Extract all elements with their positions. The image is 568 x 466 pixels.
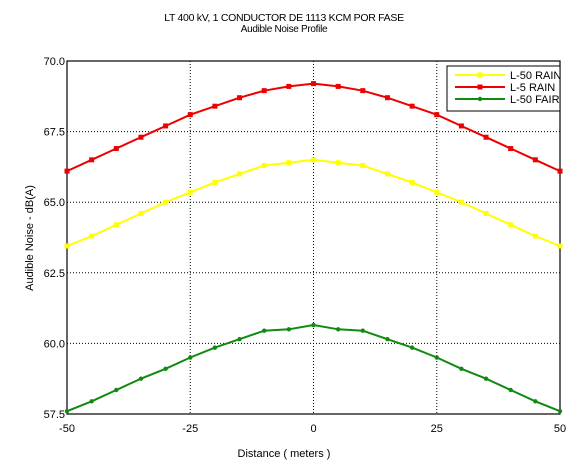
data-point — [89, 233, 95, 239]
y-tick-label: 60.0 — [44, 338, 65, 350]
data-point — [409, 345, 415, 350]
data-point — [64, 243, 70, 249]
legend-label: L-5 RAIN — [510, 82, 555, 94]
y-tick-label: 70.0 — [44, 56, 65, 68]
data-point — [360, 162, 366, 168]
data-point — [138, 134, 144, 140]
data-point — [89, 399, 94, 404]
data-point — [311, 322, 316, 328]
data-point — [286, 327, 292, 332]
data-point — [237, 95, 243, 101]
x-tick-label: 50 — [554, 423, 566, 435]
chart-subtitle: Audible Noise Profile — [240, 24, 328, 35]
data-point — [483, 134, 489, 140]
y-tick-label: 62.5 — [44, 268, 65, 280]
data-point — [163, 366, 168, 372]
data-point — [532, 233, 538, 239]
data-point — [557, 243, 563, 249]
x-axis-label: Distance ( meters ) — [237, 448, 331, 460]
legend-marker — [477, 84, 483, 90]
data-point — [458, 123, 464, 129]
data-point — [508, 387, 513, 393]
data-point — [114, 387, 119, 393]
data-point — [483, 210, 489, 216]
data-point — [532, 157, 538, 163]
x-tick-label: -50 — [59, 423, 75, 435]
data-point — [335, 83, 341, 89]
data-point — [434, 112, 440, 118]
x-tick-label: 0 — [310, 423, 316, 435]
data-point — [311, 157, 316, 163]
data-point — [212, 179, 218, 185]
data-point — [459, 366, 464, 372]
data-point — [384, 95, 390, 101]
data-point — [237, 171, 243, 177]
data-point — [187, 112, 193, 118]
data-point — [360, 328, 365, 333]
data-point — [533, 399, 538, 404]
x-tick-label: 25 — [431, 423, 443, 435]
legend-label: L-50 FAIR — [510, 94, 560, 106]
data-point — [138, 210, 144, 216]
data-point — [385, 336, 390, 342]
data-point — [508, 222, 514, 228]
data-point — [237, 336, 242, 342]
data-point — [458, 199, 464, 205]
plot-area — [66, 60, 561, 415]
data-point — [483, 376, 489, 381]
legend-marker — [477, 96, 483, 102]
data-point — [187, 189, 193, 195]
data-point — [434, 189, 440, 195]
legend-marker — [477, 72, 483, 78]
data-point — [557, 168, 563, 174]
legend-box — [446, 65, 561, 112]
data-point — [261, 88, 267, 94]
data-point — [64, 408, 70, 414]
data-point — [138, 376, 144, 381]
data-point — [188, 355, 193, 360]
data-point — [384, 171, 390, 177]
data-point — [261, 162, 267, 168]
data-point — [434, 355, 439, 360]
x-tick-label: -25 — [182, 423, 198, 435]
data-point — [212, 103, 218, 109]
data-point — [335, 327, 341, 332]
data-point — [163, 199, 169, 205]
data-point — [409, 179, 415, 185]
data-point — [163, 123, 169, 129]
data-point — [64, 168, 70, 174]
y-tick-label: 67.5 — [44, 127, 65, 139]
data-point — [360, 88, 366, 94]
chart-title: LT 400 kV, 1 CONDUCTOR DE 1113 KCM POR F… — [164, 12, 404, 24]
data-point — [113, 222, 119, 228]
data-point — [508, 146, 514, 152]
data-point — [335, 160, 341, 166]
data-point — [557, 408, 563, 414]
y-tick-label: 57.5 — [44, 409, 65, 421]
data-point — [212, 345, 218, 350]
y-tick-label: 65.0 — [44, 197, 65, 209]
data-point — [113, 146, 119, 152]
data-point — [89, 157, 95, 163]
data-point — [286, 83, 292, 89]
data-point — [311, 81, 316, 87]
data-point — [409, 103, 415, 109]
data-point — [262, 328, 267, 333]
legend-label: L-50 RAIN — [510, 70, 561, 82]
data-point — [286, 160, 292, 166]
